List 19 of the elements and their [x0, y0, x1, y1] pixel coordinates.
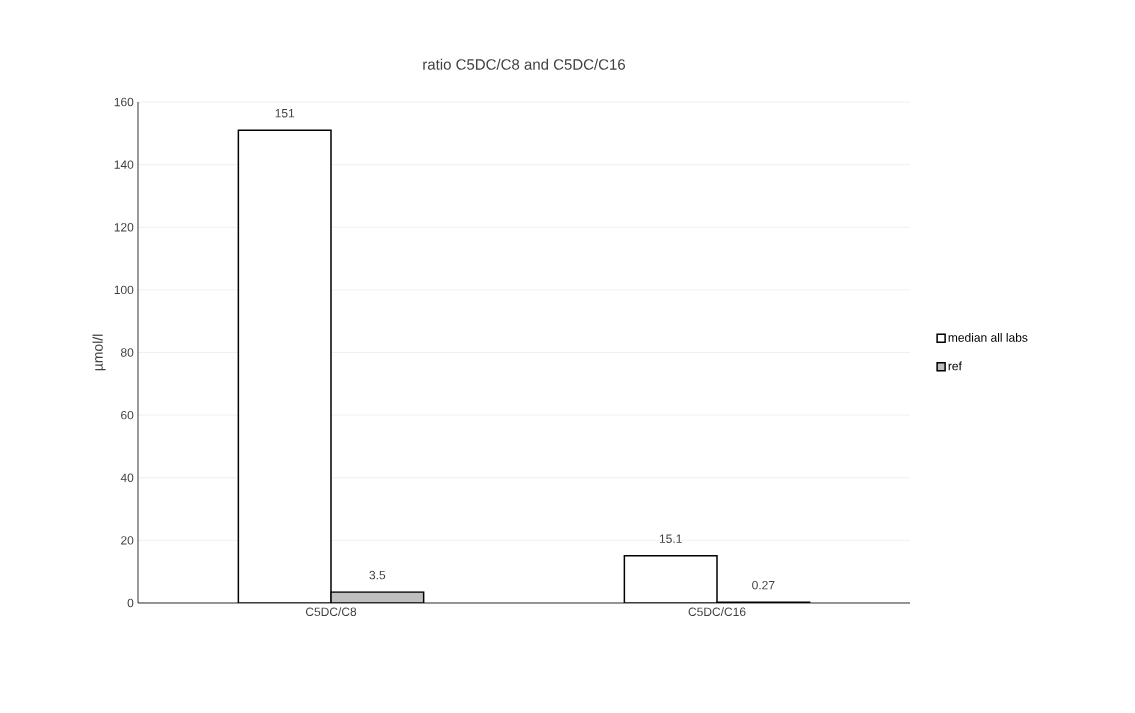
y-tick-label: 120 [114, 223, 134, 232]
data-label: 0.27 [752, 580, 775, 590]
y-tick-label: 140 [114, 160, 134, 169]
text: median all labs [948, 333, 1028, 342]
legend-label: ref [948, 361, 962, 371]
data-label: 151 [275, 109, 295, 118]
y-tick-label: 20 [121, 536, 134, 545]
chart-title: ratio C5DC/C8 and C5DC/C16 [423, 58, 626, 70]
x-tick-label: C5DC/C8 [305, 607, 357, 616]
data-label: 15.1 [659, 534, 682, 543]
y-tick-label: 160 [114, 97, 134, 107]
x-tick-label: C5DC/C16 [688, 607, 746, 616]
y-tick-label: 80 [120, 348, 134, 357]
y-tick-label: 60 [121, 410, 134, 420]
data-label: 3.5 [369, 570, 386, 580]
y-tick-label: 0 [127, 598, 134, 608]
y-tick-label: 100 [114, 285, 134, 295]
y-tick-label: 40 [120, 473, 134, 482]
y-axis-title: µmol/l [92, 334, 106, 371]
